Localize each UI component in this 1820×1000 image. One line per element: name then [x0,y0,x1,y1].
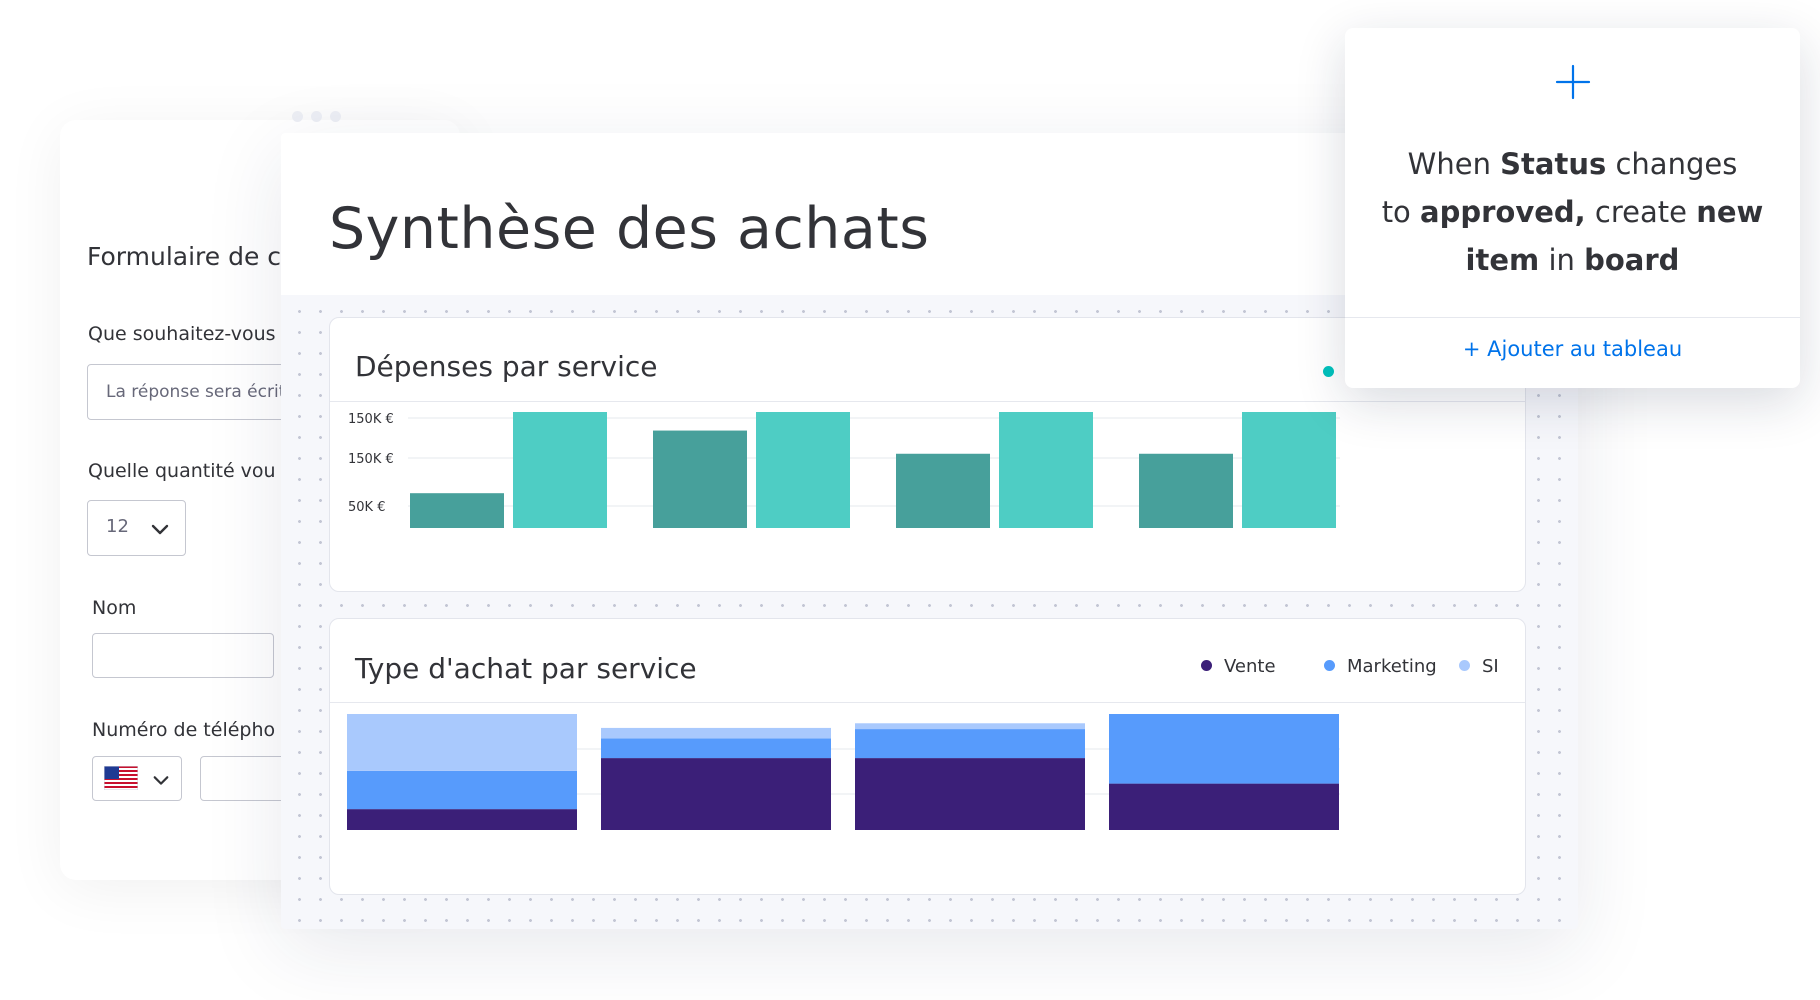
recipe-text: When [1407,147,1501,181]
divider [330,702,1525,703]
bar-light [1242,412,1336,528]
expenses-chart-card: Dépenses par service 150K € 150K € 50K € [329,317,1526,592]
recipe-keyword: Status [1500,147,1607,181]
form-title: Formulaire de co [87,242,297,271]
country-code-select[interactable] [92,756,182,801]
bar-dark [653,430,747,528]
bar-segment-si [347,714,577,771]
recipe-keyword: item [1465,243,1540,277]
legend-item-marketing: Marketing [1324,656,1437,677]
legend-item-vente: Vente [1201,656,1276,677]
name-label: Nom [92,597,137,619]
bar-segment-marketing [855,729,1085,759]
expenses-chart-title: Dépenses par service [355,350,658,383]
purchase-type-chart-card: Type d'achat par service Vente Marketing… [329,618,1526,895]
bar-segment-marketing [601,738,831,759]
question-quantity-label: Quelle quantité vou [88,460,276,482]
legend-label-marketing: Marketing [1347,656,1437,677]
purchase-type-stacked-chart [347,714,1340,830]
divider [330,401,1525,402]
plus-icon[interactable] [1555,64,1591,100]
bar-dark [896,453,990,528]
recipe-keyword: board [1584,243,1680,277]
bar-segment-vente [855,758,1085,830]
bar-light [756,412,850,528]
add-to-board-link[interactable]: + Ajouter au tableau [1462,337,1683,361]
bar-segment-vente [601,758,831,830]
page-title: Synthèse des achats [329,196,930,262]
recipe-text: to [1381,195,1421,229]
us-flag-icon [104,766,138,790]
legend-label-si: SI [1482,656,1499,677]
question-what-label: Que souhaitez-vous [88,323,276,345]
recipe-keyword: new [1696,195,1764,229]
bar-dark [410,493,504,528]
quantity-select[interactable]: 12 [87,500,186,556]
name-input[interactable] [92,633,274,678]
bar-segment-vente [1109,783,1339,830]
y-tick-label: 50K € [348,500,385,515]
bar-dark [1139,453,1233,528]
bar-segment-marketing [1109,714,1339,784]
expenses-bar-chart: 150K € 150K € 50K € [348,412,1340,528]
y-tick-label: 150K € [348,412,394,427]
legend-dot [1323,366,1334,377]
recipe-text: create [1585,195,1697,229]
automation-recipe-text: When Status changes to approved, create … [1345,140,1800,284]
window-controls [292,107,349,126]
recipe-text: in [1539,243,1585,277]
divider [1345,317,1800,318]
legend-item-si: SI [1459,656,1499,677]
bar-segment-si [601,727,831,739]
quantity-value: 12 [106,516,129,537]
bar-light [513,412,607,528]
recipe-keyword: approved, [1420,195,1586,229]
chevron-down-icon [153,776,169,785]
purchase-type-chart-title: Type d'achat par service [355,652,697,685]
bar-segment-si [855,723,1085,730]
recipe-text: changes [1606,147,1738,181]
phone-label: Numéro de télépho [92,719,276,741]
bar-segment-vente [347,809,577,830]
y-tick-label: 150K € [348,452,394,467]
chevron-down-icon [151,524,169,535]
legend-label-vente: Vente [1224,656,1276,677]
automation-card: When Status changes to approved, create … [1345,28,1800,388]
bar-light [999,412,1093,528]
bar-segment-marketing [347,770,577,810]
